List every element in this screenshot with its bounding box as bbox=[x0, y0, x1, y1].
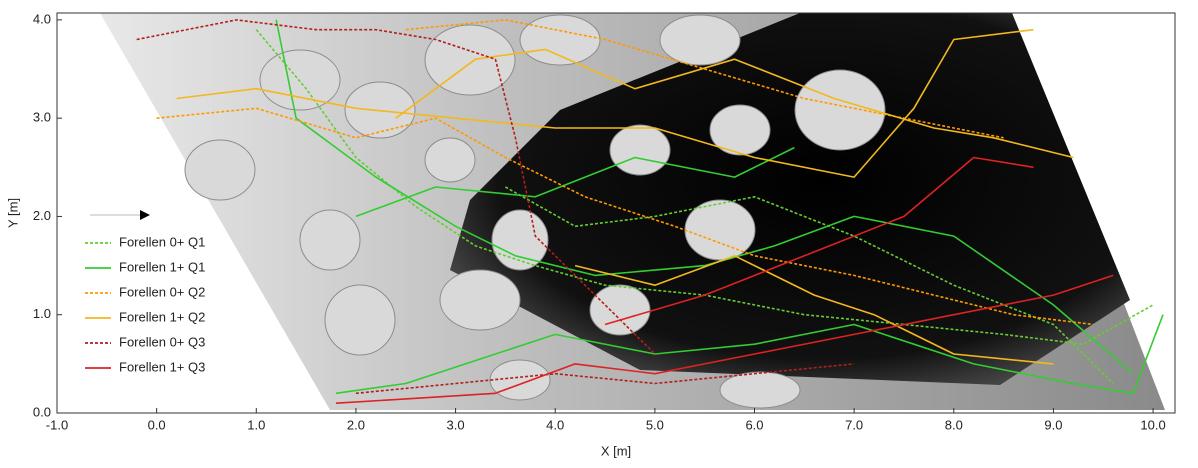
x-tick-label: 8.0 bbox=[945, 417, 963, 432]
legend-label: Forellen 0+ Q2 bbox=[119, 284, 205, 299]
x-tick-label: 2.0 bbox=[347, 417, 365, 432]
x-tick-label: 10.0 bbox=[1140, 417, 1165, 432]
legend-label: Forellen 1+ Q3 bbox=[119, 359, 205, 374]
legend-label: Forellen 1+ Q1 bbox=[119, 259, 205, 274]
x-tick-label: 4.0 bbox=[546, 417, 564, 432]
y-axis-label: Y [m] bbox=[5, 198, 20, 228]
legend: Forellen 0+ Q1 Forellen 1+ Q1 Forellen 0+ … bbox=[85, 234, 205, 374]
y-tick-label: 4.0 bbox=[33, 11, 51, 26]
x-tick-label: 9.0 bbox=[1044, 417, 1062, 432]
trajectory bbox=[176, 28, 1074, 365]
x-tick-label: 0.0 bbox=[148, 417, 166, 432]
x-tick-label: -1.0 bbox=[46, 417, 68, 432]
x-tick-label: 7.0 bbox=[845, 417, 863, 432]
y-tick-label: 0.0 bbox=[33, 404, 51, 419]
x-tick-label: 5.0 bbox=[646, 417, 664, 432]
y-tick-label: 3.0 bbox=[33, 110, 51, 125]
trajectory bbox=[156, 19, 1094, 326]
y-tick-label: 2.0 bbox=[33, 208, 51, 223]
y-tick-label: 1.0 bbox=[33, 306, 51, 321]
x-tick-label: 1.0 bbox=[247, 417, 265, 432]
trajectory bbox=[255, 29, 1154, 385]
legend-label: Forellen 0+ Q1 bbox=[119, 234, 205, 249]
legend-label: Forellen 0+ Q3 bbox=[119, 334, 205, 349]
terrain bbox=[100, 13, 1165, 410]
x-tick-label: 3.0 bbox=[447, 417, 465, 432]
flow-arrow bbox=[90, 210, 150, 220]
trajectory bbox=[275, 19, 1164, 395]
plot-frame bbox=[56, 12, 1176, 414]
legend-label: Forellen 1+ Q2 bbox=[119, 309, 205, 324]
x-axis-label: X [m] bbox=[601, 443, 631, 458]
trajectory bbox=[335, 156, 1114, 404]
trajectory bbox=[136, 19, 855, 395]
x-tick-label: 6.0 bbox=[745, 417, 763, 432]
